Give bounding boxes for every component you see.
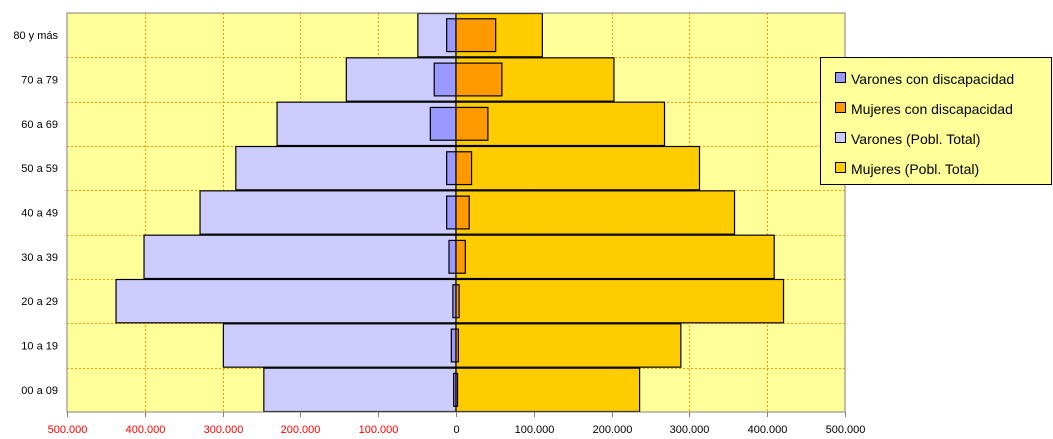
bar-mujeres-con-discapacidad-8 xyxy=(455,18,497,53)
bar-mujeres-pobl-total--6 xyxy=(455,101,666,147)
bar-mujeres-con-discapacidad-6 xyxy=(455,106,489,141)
bar-mujeres-con-discapacidad-3 xyxy=(455,239,466,274)
y-tick-label: 10 a 19 xyxy=(21,341,58,353)
x-tick-label: 0 xyxy=(453,424,459,436)
legend-item-mujeres-total: Mujeres (Pobl. Total) xyxy=(835,159,979,179)
bar-varones-con-discapacidad-4 xyxy=(446,195,457,230)
legend: Varones con discapacidad Mujeres con dis… xyxy=(820,57,1052,185)
bar-varones-con-discapacidad-8 xyxy=(446,18,457,53)
y-tick-label: 00 a 09 xyxy=(21,385,58,397)
bar-varones-pobl-total--6 xyxy=(276,101,457,147)
y-tick-label: 80 y más xyxy=(13,30,58,42)
bar-mujeres-con-discapacidad-7 xyxy=(455,62,503,97)
bar-mujeres-con-discapacidad-5 xyxy=(455,151,473,186)
bar-varones-con-discapacidad-5 xyxy=(446,151,457,186)
legend-label: Varones con discapacidad xyxy=(851,71,1015,87)
bar-mujeres-pobl-total--4 xyxy=(455,190,736,235)
y-tick-label: 40 a 49 xyxy=(21,208,58,220)
x-tick-label: 200.000 xyxy=(281,424,321,436)
x-tick-label: 100.000 xyxy=(359,424,399,436)
x-tick-labels: 500.000 400.000 300.000 200.000 100.000 0 100.… xyxy=(48,412,866,436)
y-tick-label: 50 a 59 xyxy=(21,163,58,175)
x-tick-label: 500.000 xyxy=(826,424,866,436)
legend-item-mujeres-discapacidad: Mujeres con discapacidad xyxy=(835,99,1013,119)
bar-varones-con-discapacidad-1 xyxy=(450,328,457,363)
legend-swatch xyxy=(835,132,846,143)
legend-item-varones-total: Varones (Pobl. Total) xyxy=(835,129,980,149)
bar-varones-pobl-total--3 xyxy=(143,234,457,280)
bar-mujeres-con-discapacidad-1 xyxy=(455,328,459,363)
bar-mujeres-con-discapacidad-0 xyxy=(455,372,459,407)
x-tick-label: 300.000 xyxy=(670,424,710,436)
legend-label: Mujeres con discapacidad xyxy=(851,101,1013,117)
bar-varones-pobl-total--4 xyxy=(199,190,457,235)
bar-mujeres-con-discapacidad-4 xyxy=(455,195,470,230)
bar-varones-pobl-total--5 xyxy=(235,145,457,191)
legend-swatch xyxy=(835,102,846,113)
bar-varones-pobl-total--1 xyxy=(222,323,457,368)
bar-varones-pobl-total--0 xyxy=(263,367,457,413)
bar-varones-pobl-total--2 xyxy=(115,278,457,324)
bar-varones-con-discapacidad-7 xyxy=(433,62,457,97)
bar-mujeres-pobl-total--0 xyxy=(455,367,641,413)
x-tick-label: 400.000 xyxy=(126,424,166,436)
legend-swatch xyxy=(835,72,846,83)
legend-swatch xyxy=(835,162,846,173)
legend-item-varones-discapacidad: Varones con discapacidad xyxy=(835,69,1014,89)
legend-label: Mujeres (Pobl. Total) xyxy=(851,161,980,177)
bar-varones-con-discapacidad-6 xyxy=(429,106,457,141)
bars xyxy=(115,12,785,413)
y-tick-labels: 00 a 09 10 a 19 20 a 29 30 a 39 40 a 49 50 a … xyxy=(13,30,58,397)
y-tick-label: 60 a 69 xyxy=(21,119,58,131)
bar-mujeres-pobl-total--1 xyxy=(455,323,682,368)
x-tick-label: 400.000 xyxy=(748,424,788,436)
x-tick-label: 200.000 xyxy=(593,424,633,436)
y-tick-label: 20 a 29 xyxy=(21,296,58,308)
x-tick-label: 300.000 xyxy=(204,424,244,436)
y-tick-label: 70 a 79 xyxy=(21,75,58,87)
legend-label: Varones (Pobl. Total) xyxy=(851,131,981,147)
x-tick-label: 500.000 xyxy=(48,424,88,436)
y-tick-label: 30 a 39 xyxy=(21,252,58,264)
bar-mujeres-pobl-total--2 xyxy=(455,278,785,324)
bar-mujeres-con-discapacidad-2 xyxy=(455,284,460,319)
bar-varones-con-discapacidad-3 xyxy=(448,239,457,274)
bar-mujeres-pobl-total--5 xyxy=(455,145,701,191)
bar-mujeres-pobl-total--3 xyxy=(455,234,775,280)
x-tick-label: 100.000 xyxy=(515,424,555,436)
